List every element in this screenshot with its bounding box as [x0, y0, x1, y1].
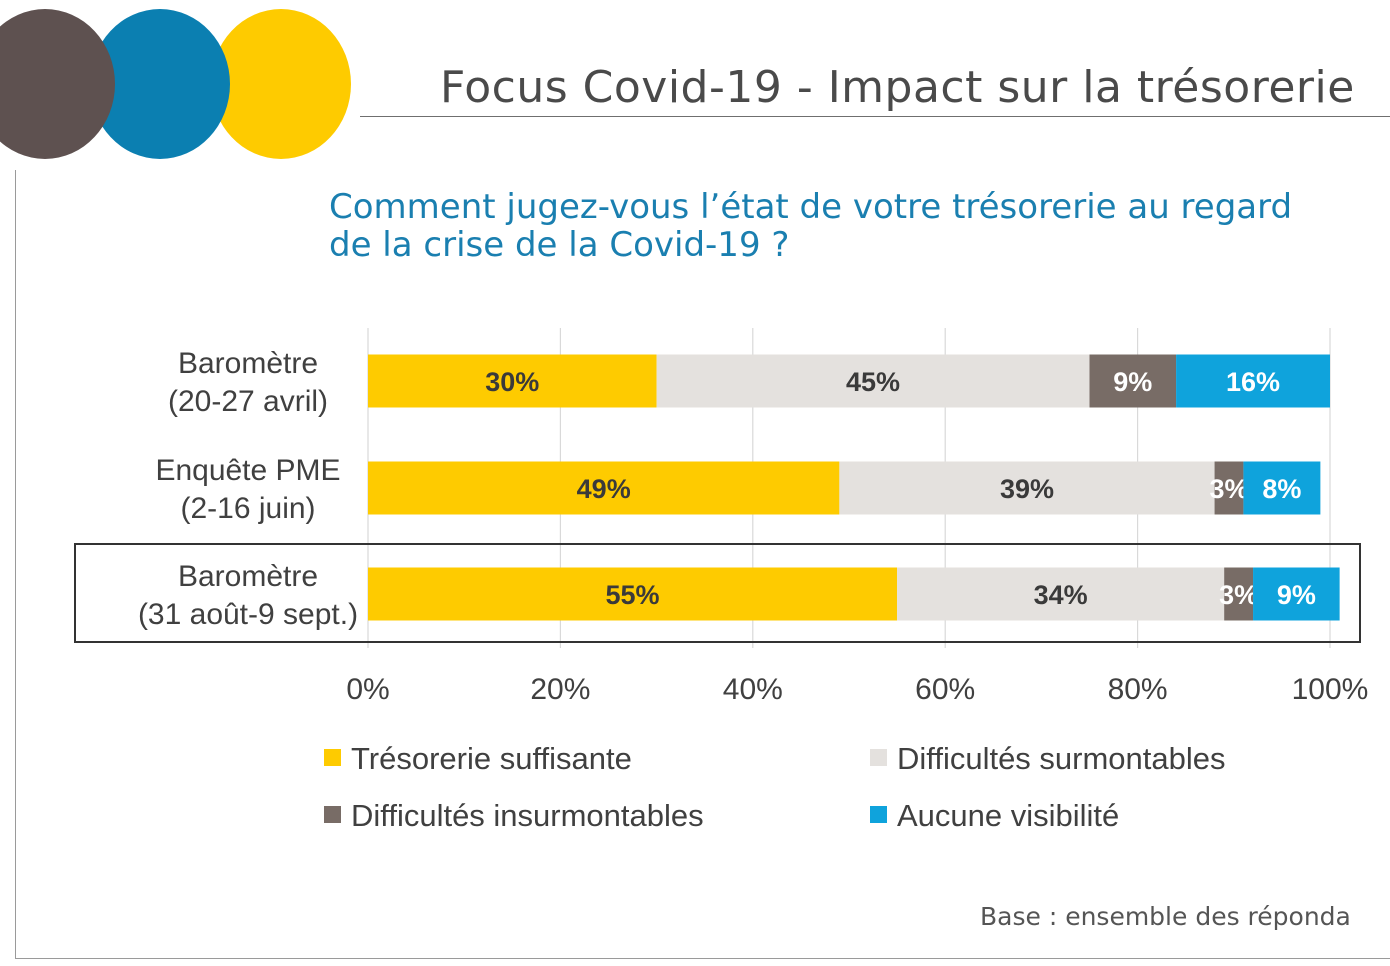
data-label: 34% — [1034, 580, 1088, 610]
category-label: (2-16 juin) — [180, 492, 315, 525]
logo-circle-brown — [0, 9, 115, 159]
title-underline — [360, 116, 1390, 117]
legend-label: Difficultés insurmontables — [351, 798, 704, 833]
data-label: 9% — [1113, 367, 1152, 397]
data-label: 3% — [1209, 474, 1248, 504]
bar-segment — [839, 461, 1215, 515]
data-label: 30% — [485, 367, 539, 397]
data-label: 9% — [1277, 580, 1316, 610]
logo-circle-gold — [211, 9, 351, 159]
data-label: 45% — [846, 367, 900, 397]
page-title: Focus Covid-19 - Impact sur la trésoreri… — [440, 62, 1355, 113]
x-tick-label: 60% — [915, 673, 975, 706]
bar-segment — [368, 567, 898, 621]
data-label: 16% — [1226, 367, 1280, 397]
x-tick-label: 20% — [530, 673, 590, 706]
category-label: Enquête PME — [155, 454, 340, 487]
bar-segment — [1243, 461, 1321, 515]
data-label: 49% — [577, 474, 631, 504]
bar-segment — [656, 354, 1090, 408]
data-label: 39% — [1000, 474, 1054, 504]
x-tick-label: 0% — [346, 673, 389, 706]
bar-segment — [1176, 354, 1330, 408]
bar-segment — [368, 461, 840, 515]
x-tick-label: 100% — [1292, 673, 1369, 706]
legend-swatch — [324, 749, 341, 766]
highlight-box — [74, 543, 1361, 643]
bar-segment — [897, 567, 1225, 621]
survey-question: Comment jugez-vous l’état de votre tréso… — [329, 188, 1292, 264]
legend-label: Aucune visibilité — [897, 798, 1119, 833]
survey-question-line-1: Comment jugez-vous l’état de votre tréso… — [329, 187, 1293, 227]
base-note: Base : ensemble des réponda — [980, 902, 1351, 931]
data-label: 8% — [1262, 474, 1301, 504]
legend-swatch — [870, 749, 887, 766]
legend-swatch — [870, 806, 887, 823]
survey-question-line-2: de la crise de la Covid-19 ? — [329, 225, 790, 265]
bar-segment — [1214, 461, 1244, 515]
slide-frame-bottom — [15, 958, 1390, 959]
data-label: 3% — [1219, 580, 1258, 610]
category-label: (20-27 avril) — [168, 385, 328, 418]
bar-segment — [368, 354, 657, 408]
data-label: 55% — [606, 580, 660, 610]
bar-segment — [1089, 354, 1177, 408]
x-tick-label: 40% — [723, 673, 783, 706]
bar-segment — [1253, 567, 1340, 621]
legend-label: Trésorerie suffisante — [351, 741, 632, 776]
x-tick-label: 80% — [1108, 673, 1168, 706]
category-label: (31 août-9 sept.) — [138, 598, 358, 631]
bar-segment — [1224, 567, 1254, 621]
legend-swatch — [324, 806, 341, 823]
category-label: Baromètre — [178, 560, 318, 593]
slide-frame-left — [15, 170, 16, 958]
legend-label: Difficultés surmontables — [897, 741, 1226, 776]
category-label: Baromètre — [178, 347, 318, 380]
